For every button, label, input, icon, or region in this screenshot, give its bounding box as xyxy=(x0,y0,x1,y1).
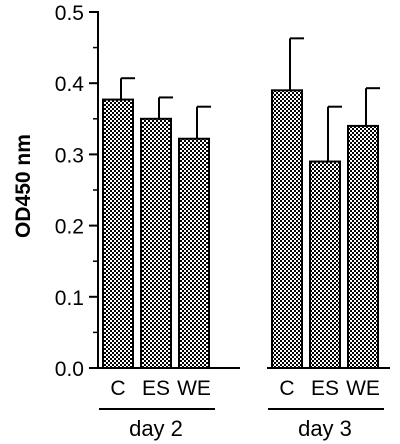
y-tick-label: 0.2 xyxy=(55,216,84,239)
group-label: day 2 xyxy=(129,416,183,441)
axes: 0.0 0.1 0.2 0.3 0.4 0.5 xyxy=(55,2,390,381)
category-label: ES xyxy=(311,377,339,400)
group-label: day 3 xyxy=(298,416,352,441)
bar xyxy=(309,160,341,369)
y-tick-label: 0.0 xyxy=(55,358,84,381)
bar xyxy=(178,137,210,369)
y-tick-label: 0.3 xyxy=(55,144,84,167)
y-tick-label: 0.1 xyxy=(55,287,84,310)
category-label: C xyxy=(110,377,125,400)
y-tick-label: 0.5 xyxy=(55,2,84,25)
bar xyxy=(102,98,134,370)
category-label: ES xyxy=(142,377,170,400)
bar xyxy=(347,124,379,369)
bar xyxy=(140,117,172,369)
y-tick-label: 0.4 xyxy=(55,73,85,96)
bars xyxy=(102,37,380,370)
category-label: WE xyxy=(346,377,380,400)
bar xyxy=(271,89,303,369)
y-axis-title: OD450 nm xyxy=(12,134,35,238)
category-label: C xyxy=(279,377,294,400)
category-label: WE xyxy=(177,377,211,400)
